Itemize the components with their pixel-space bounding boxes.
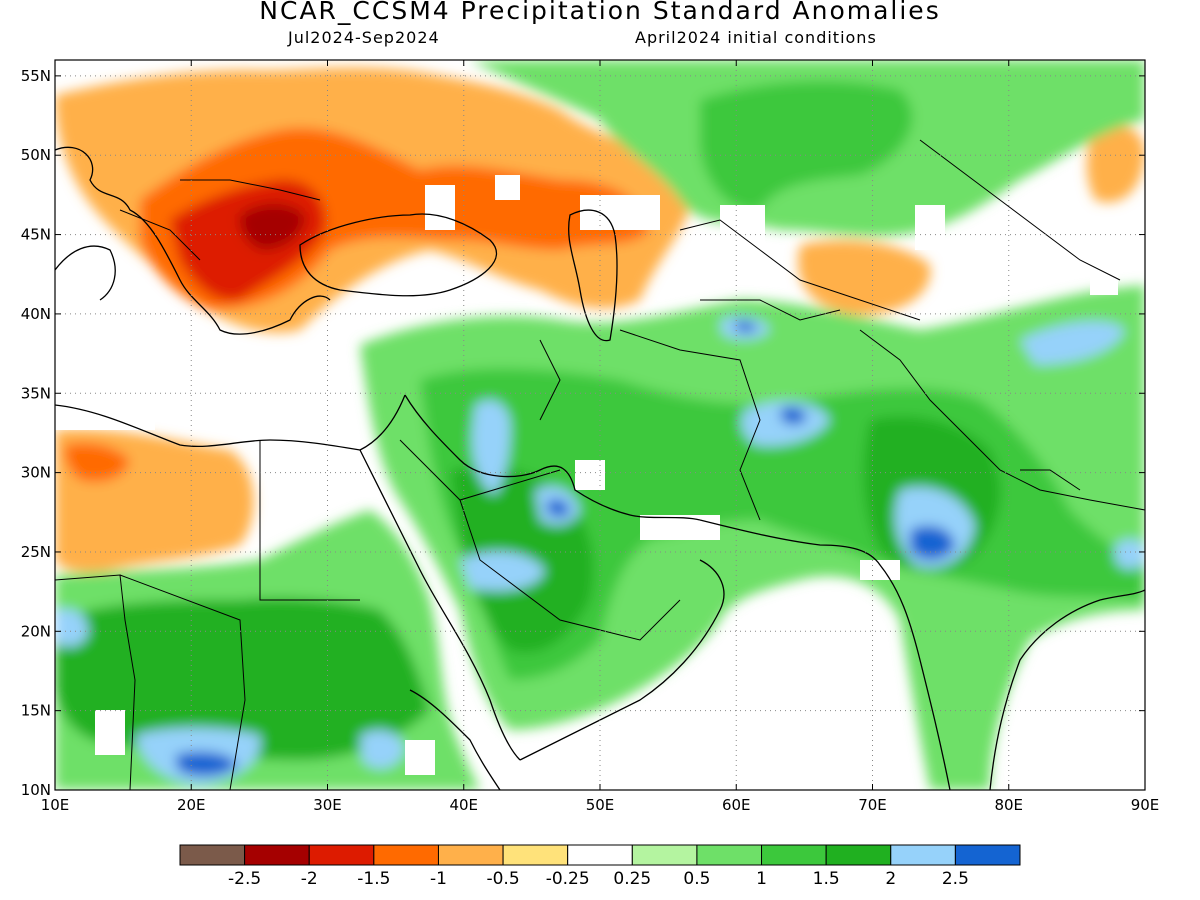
lon-tick-label: 30E xyxy=(313,796,342,814)
lat-tick-label: 55N xyxy=(21,67,51,85)
wet-peak-afghanistan-core xyxy=(780,406,807,425)
colorbar-label: 1 xyxy=(756,869,767,889)
colorbar: -2.5 -2 -1.5 -1 -0.5 -0.25 0.25 0.5 1 1.5 2 2.5 xyxy=(179,844,1021,889)
wet-peak-mali xyxy=(55,608,89,647)
colorbar-swatch xyxy=(244,844,310,866)
colorbar-swatch xyxy=(179,844,246,866)
dry-peak-romania xyxy=(239,203,305,250)
colorbar-swatch xyxy=(825,844,892,866)
anomaly-field xyxy=(55,60,1145,790)
colorbar-swatch xyxy=(890,844,956,866)
wet-peak-afghanistan xyxy=(741,401,830,447)
lat-tick-label: 30N xyxy=(21,464,51,482)
colorbar-swatch xyxy=(954,844,1021,866)
lon-axis: 10E 20E 30E 40E 50E 60E 70E 80E 90E xyxy=(41,60,1160,814)
wet-peak-bengal xyxy=(1115,538,1145,570)
lat-tick-label: 45N xyxy=(21,226,51,244)
wet-peak-ethiopia xyxy=(360,730,405,769)
wet-peak-turkmenistan-core xyxy=(735,320,757,333)
colorbar-label: 0.25 xyxy=(613,869,651,889)
wet-peak-kuwait-core xyxy=(546,498,570,518)
lat-tick-label: 10N xyxy=(21,781,51,799)
wet-core-kazakhstan xyxy=(700,81,913,211)
wet-core-sahel xyxy=(55,598,430,760)
lat-tick-label: 35N xyxy=(21,384,51,402)
country-borders xyxy=(55,139,1145,790)
initial-conditions: April2024 initial conditions xyxy=(635,28,877,47)
lon-tick-label: 50E xyxy=(586,796,615,814)
colorbar-label: 2.5 xyxy=(942,869,969,889)
colorbar-label: -1.5 xyxy=(357,869,390,889)
colorbar-swatch xyxy=(696,844,763,866)
colorbar-swatch xyxy=(308,844,375,866)
lon-tick-label: 80E xyxy=(994,796,1023,814)
lon-tick-label: 60E xyxy=(722,796,751,814)
colorbar-label: 2 xyxy=(885,869,896,889)
colorbar-label: 0.5 xyxy=(683,869,710,889)
colorbar-label: 1.5 xyxy=(813,869,840,889)
colorbar-label: -0.25 xyxy=(546,869,590,889)
lon-tick-label: 70E xyxy=(858,796,887,814)
lat-tick-label: 25N xyxy=(21,543,51,561)
colorbar-swatch xyxy=(567,844,633,866)
colorbar-label: -0.5 xyxy=(486,869,519,889)
wet-region-south-india xyxy=(919,605,1011,774)
masked-cells xyxy=(55,175,1118,790)
lon-tick-label: 10E xyxy=(41,796,70,814)
dry-region-central-asia xyxy=(798,240,931,315)
dry-region-mongolia xyxy=(1086,126,1145,203)
colorbar-swatch xyxy=(373,844,439,866)
colorbar-label: -2.5 xyxy=(228,869,261,889)
wet-peak-rajasthan-core xyxy=(910,525,955,560)
colorbar-swatch xyxy=(437,844,504,866)
colorbar-swatch xyxy=(761,844,827,866)
lon-tick-label: 20E xyxy=(177,796,206,814)
colorbar-label: -2 xyxy=(301,869,318,889)
wet-peak-iraq xyxy=(471,400,511,495)
lat-tick-label: 20N xyxy=(21,622,51,640)
map-title: NCAR_CCSM4 Precipitation Standard Anomal… xyxy=(259,0,941,25)
lat-tick-label: 15N xyxy=(21,702,51,720)
lat-tick-label: 50N xyxy=(21,146,51,164)
lon-tick-label: 90E xyxy=(1131,796,1160,814)
wet-peak-xinjiang xyxy=(1020,321,1125,365)
colorbar-swatch xyxy=(502,844,569,866)
coastlines xyxy=(55,146,1145,790)
lat-tick-label: 40N xyxy=(21,305,51,323)
lat-axis: 55N 50N 45N 40N 35N 30N 25N 20N 15N 10N xyxy=(21,67,1145,799)
colorbar-label: -1 xyxy=(430,869,447,889)
colorbar-swatch xyxy=(631,844,698,866)
lon-tick-label: 40E xyxy=(449,796,478,814)
forecast-period: Jul2024-Sep2024 xyxy=(288,28,440,47)
